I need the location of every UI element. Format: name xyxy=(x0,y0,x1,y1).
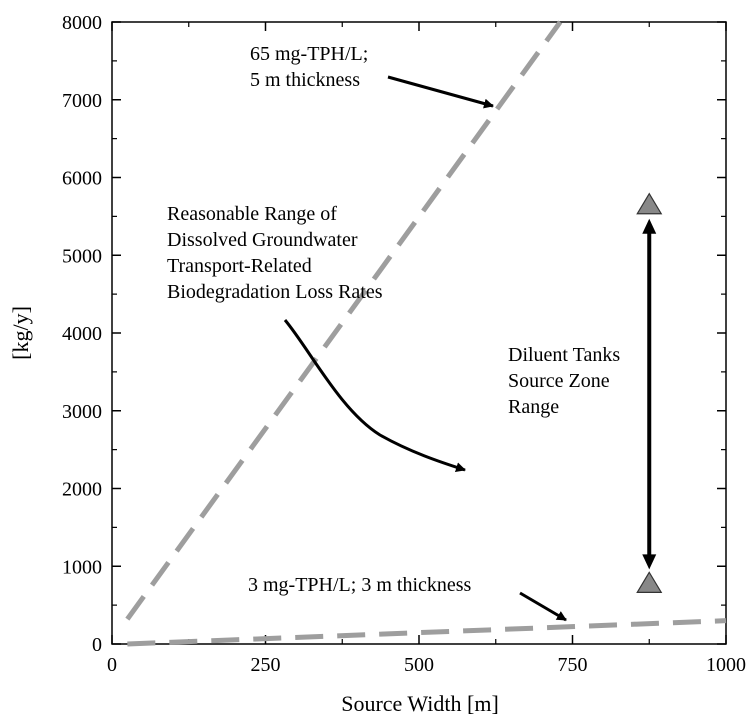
annotation-3mg: 3 mg-TPH/L; 3 m thickness xyxy=(248,574,472,596)
x-tick-label: 500 xyxy=(404,654,434,676)
y-axis-title: [kg/y] xyxy=(8,306,33,360)
y-tick-label: 1000 xyxy=(62,556,102,578)
annotation-diluent-tanks: Diluent Tanks Source Zone Range xyxy=(508,344,625,418)
x-tick-label: 0 xyxy=(107,654,117,676)
source-zone-range xyxy=(636,192,663,593)
x-axis-title: Source Width [m] xyxy=(341,691,499,716)
y-tick-label: 5000 xyxy=(62,245,102,267)
annotation-65mg: 65 mg-TPH/L; 5 m thickness xyxy=(250,43,373,91)
axis-titles: Source Width [m] [kg/y] xyxy=(8,306,499,716)
y-tick-label: 0 xyxy=(92,634,102,656)
annotations: 65 mg-TPH/L; 5 m thickness Reasonable Ra… xyxy=(167,43,625,596)
y-tick-label: 2000 xyxy=(62,479,102,501)
range-marker-high xyxy=(636,192,663,215)
range-marker-low xyxy=(636,571,663,593)
range-arrowhead-down xyxy=(642,554,657,570)
x-tick-label: 250 xyxy=(251,654,281,676)
x-tick-label: 1000 xyxy=(706,654,746,676)
annotation-reasonable-range: Reasonable Range of Dissolved Groundwate… xyxy=(167,203,383,303)
arrow-65mg xyxy=(387,75,494,109)
y-tick-label: 3000 xyxy=(62,401,102,423)
y-tick-label: 6000 xyxy=(62,168,102,190)
range-arrowhead-up xyxy=(642,218,657,234)
y-tick-label: 4000 xyxy=(62,323,102,345)
arrow-reasonable-range xyxy=(283,319,466,473)
plot-frame xyxy=(111,21,727,645)
y-tick-label: 7000 xyxy=(62,90,102,112)
series-line-2 xyxy=(127,618,727,647)
x-tick-label: 750 xyxy=(558,654,588,676)
y-tick-label: 8000 xyxy=(62,12,102,34)
series-group xyxy=(125,20,727,647)
y-ticks: 0 1000 2000 3000 4000 5000 6000 7000 8000 xyxy=(62,12,726,656)
arrow-3mg xyxy=(519,591,567,622)
series-line-1 xyxy=(125,20,563,621)
